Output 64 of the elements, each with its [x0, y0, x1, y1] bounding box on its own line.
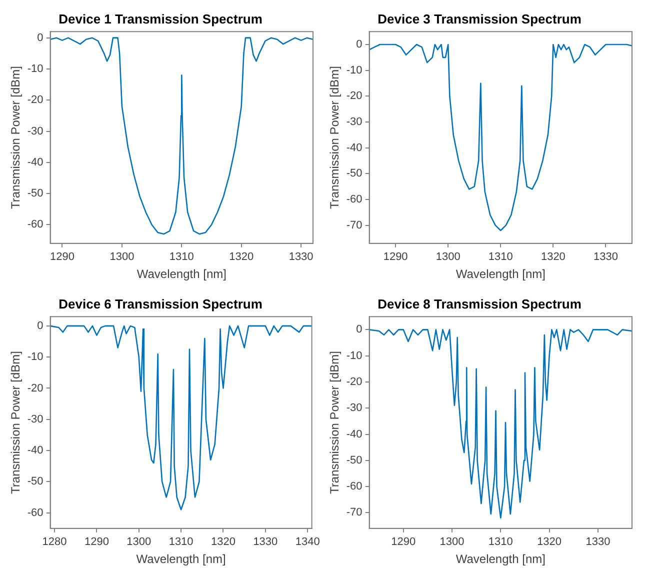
x-tick-label: 1290 — [383, 251, 408, 264]
chart-title: Device 3 Transmission Spectrum — [378, 11, 582, 26]
y-tick-label: -30 — [346, 402, 362, 414]
x-axis-title: Wavelength [nm] — [456, 267, 546, 282]
y-tick-label: -10 — [27, 63, 44, 76]
x-axis-title: Wavelength [nm] — [136, 552, 226, 566]
y-tick-label: -60 — [346, 480, 362, 493]
y-tick-label: -60 — [346, 194, 362, 206]
y-tick-label: -40 — [27, 444, 44, 457]
y-tick-label: -50 — [346, 168, 362, 180]
x-tick-label: 1330 — [593, 251, 618, 264]
y-tick-label: -40 — [346, 428, 362, 440]
x-tick-label: 1290 — [84, 536, 109, 548]
y-axis-title: Transmission Power [dBm] — [328, 66, 342, 209]
x-tick-label: 1320 — [211, 536, 236, 548]
x-tick-label: 1320 — [229, 251, 254, 264]
y-tick-label: -10 — [346, 64, 362, 76]
chart-title: Device 8 Transmission Spectrum — [378, 296, 582, 312]
chart-title: Device 6 Transmission Spectrum — [58, 296, 262, 312]
y-tick-label: -20 — [27, 94, 44, 106]
y-tick-label: -70 — [346, 506, 362, 519]
y-tick-label: -30 — [346, 116, 362, 128]
y-axis-title: Transmission Power [dBm] — [8, 66, 23, 209]
y-tick-label: -60 — [27, 218, 44, 231]
x-tick-label: 1330 — [288, 251, 314, 264]
y-tick-label: -20 — [27, 382, 44, 394]
y-tick-label: -50 — [27, 188, 44, 200]
x-tick-label: 1310 — [168, 536, 194, 548]
y-tick-label: -40 — [27, 156, 44, 168]
x-tick-label: 1330 — [586, 536, 610, 548]
chart-title: Device 1 Transmission Spectrum — [58, 11, 262, 26]
x-tick-label: 1330 — [253, 536, 278, 548]
y-tick-label: 0 — [37, 32, 44, 44]
y-axis-title: Transmission Power [dBm] — [8, 351, 23, 494]
y-tick-label: -70 — [346, 219, 362, 232]
y-tick-label: -10 — [27, 351, 44, 364]
y-tick-label: -20 — [346, 90, 362, 102]
x-tick-label: 1290 — [50, 251, 74, 264]
x-axis-title: Wavelength [nm] — [456, 552, 546, 566]
x-tick-label: 1290 — [391, 536, 416, 548]
y-tick-label: -50 — [27, 476, 44, 488]
y-axis-title: Transmission Power [dBm] — [328, 351, 342, 494]
x-tick-label: 1300 — [110, 251, 134, 264]
x-axis-title: Wavelength [nm] — [136, 267, 226, 282]
y-tick-label: -30 — [27, 125, 44, 138]
y-tick-label: 0 — [356, 324, 362, 336]
x-tick-label: 1310 — [169, 251, 194, 264]
y-tick-label: -50 — [346, 454, 362, 466]
x-tick-label: 1300 — [440, 536, 464, 548]
y-tick-label: -40 — [346, 142, 362, 154]
y-tick-label: -10 — [346, 350, 362, 362]
x-tick-label: 1300 — [126, 536, 152, 548]
x-tick-label: 1280 — [42, 536, 67, 548]
x-tick-label: 1310 — [488, 536, 513, 548]
y-tick-label: 0 — [356, 38, 362, 51]
x-tick-label: 1320 — [540, 251, 566, 264]
x-tick-label: 1340 — [295, 536, 320, 548]
y-tick-label: -60 — [27, 506, 44, 519]
x-tick-label: 1320 — [537, 536, 562, 548]
x-tick-label: 1300 — [436, 251, 460, 264]
x-tick-label: 1310 — [488, 251, 513, 264]
y-tick-label: 0 — [37, 320, 44, 332]
y-tick-label: -20 — [346, 376, 362, 388]
y-tick-label: -30 — [27, 413, 44, 426]
